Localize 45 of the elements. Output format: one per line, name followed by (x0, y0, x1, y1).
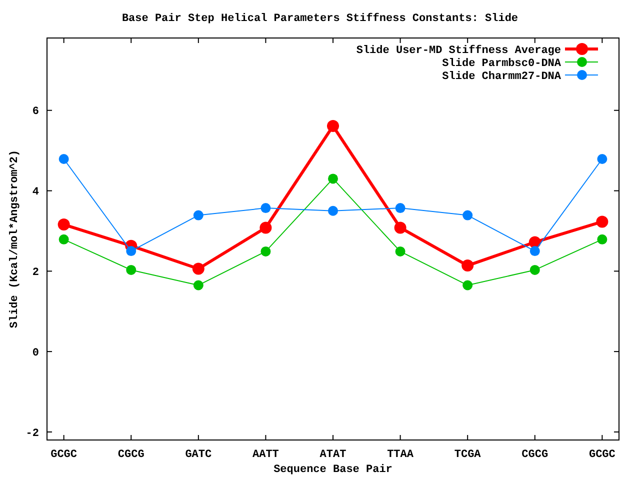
point (192, 262, 204, 275)
point (260, 246, 271, 256)
x-tick-label: AATT (252, 449, 280, 461)
point (597, 234, 608, 244)
legend-label: Slide User-MD Stiffness Average (356, 44, 562, 57)
chart-title: Base Pair Step Helical Parameters Stiffness Constants: Slide (122, 12, 518, 25)
point (530, 264, 540, 275)
x-axis-title: Sequence Base Pair (274, 464, 392, 476)
point (126, 264, 136, 275)
point (530, 246, 540, 256)
y-tick-label: -2 (26, 428, 39, 440)
point (462, 260, 474, 272)
point (260, 222, 272, 234)
y-tick-label: 6 (32, 106, 39, 118)
x-tick-label: GATC (185, 449, 212, 461)
point (193, 280, 204, 290)
point (260, 203, 271, 214)
point (597, 154, 608, 164)
point (126, 246, 136, 256)
x-tick-label: TTAA (387, 449, 414, 461)
point (462, 280, 473, 290)
x-tick-label: CGCG (118, 449, 145, 461)
x-tick-label: ATAT (320, 449, 347, 461)
legend-label: Slide Charmm27-DNA (442, 70, 562, 83)
point (58, 154, 69, 164)
point (327, 120, 339, 132)
x-tick-label: GCGC (588, 449, 616, 461)
point (395, 203, 406, 214)
x-tick-label: CGCG (522, 449, 548, 461)
point (394, 222, 406, 234)
legend-label: Slide Parmbsc0-DNA (442, 58, 562, 70)
point (58, 218, 70, 231)
point (58, 234, 69, 244)
point (596, 216, 608, 228)
point (328, 206, 338, 216)
point (395, 246, 406, 256)
y-axis-title: Slide (Kcal/mol*Angstrom^2) (9, 150, 21, 328)
x-tick-label: GCGC (50, 449, 78, 461)
y-tick-label: 2 (32, 267, 39, 280)
point (328, 174, 338, 184)
point (462, 210, 473, 220)
y-tick-label: 4 (32, 186, 40, 199)
x-tick-label: TCGA (454, 449, 482, 461)
y-tick-label: 0 (32, 347, 39, 360)
point (193, 210, 204, 220)
